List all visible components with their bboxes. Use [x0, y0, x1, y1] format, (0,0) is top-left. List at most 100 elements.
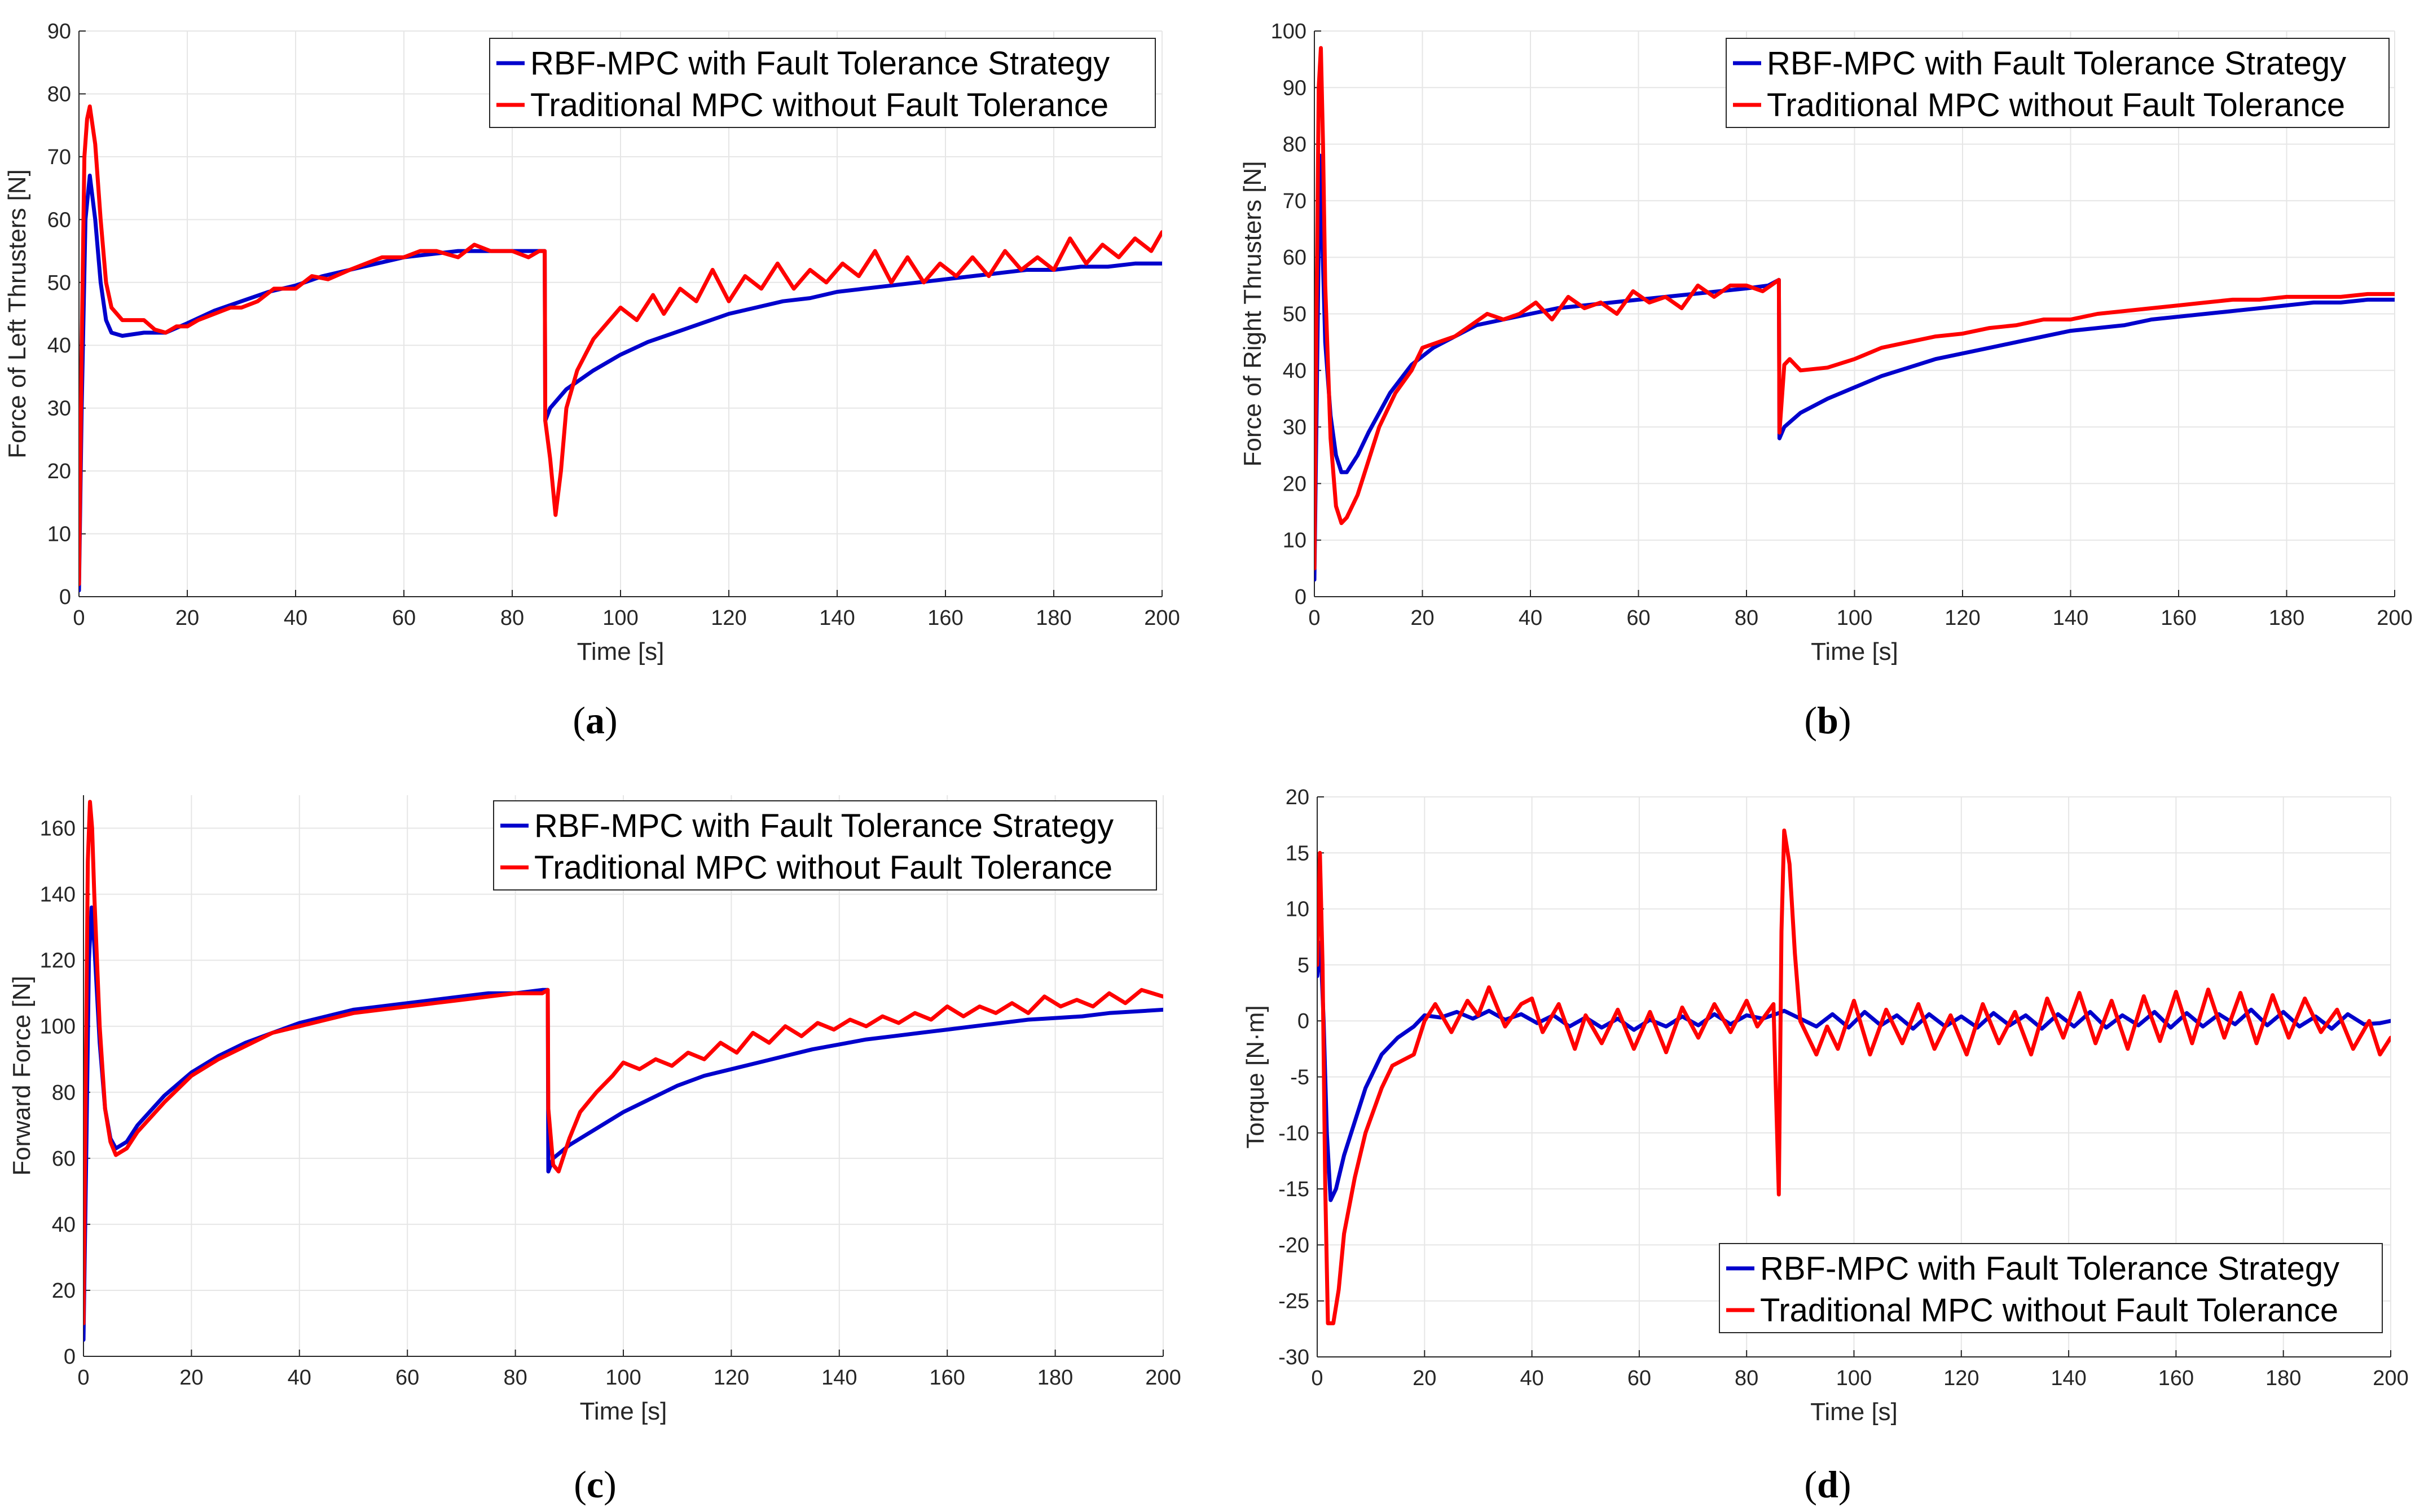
- x-tick-label: 80: [1735, 1366, 1758, 1390]
- y-axis-label: Force of Right Thrusters [N]: [1239, 161, 1266, 466]
- x-tick-label: 160: [929, 1366, 965, 1390]
- legend-label: RBF-MPC with Fault Tolerance Strategy: [530, 45, 1110, 82]
- x-tick-label: 40: [288, 1366, 311, 1390]
- x-tick-label: 140: [2051, 1366, 2086, 1390]
- x-tick-label: 40: [1520, 1366, 1543, 1390]
- y-tick-label: 20: [47, 460, 71, 483]
- x-tick-label: 120: [1945, 606, 1980, 630]
- legend: RBF-MPC with Fault Tolerance Strategy Tra…: [1726, 38, 2390, 128]
- x-tick-label: 100: [1836, 1366, 1872, 1390]
- y-tick-label: 20: [1286, 786, 1309, 809]
- legend-box: [493, 800, 1157, 891]
- x-tick-label: 0: [73, 606, 85, 630]
- x-tick-label: 200: [1145, 1366, 1181, 1390]
- y-tick-label: -25: [1278, 1290, 1309, 1313]
- series-group: [79, 104, 1162, 593]
- x-tick-label: 180: [1037, 1366, 1073, 1390]
- x-tick-label: 120: [711, 606, 746, 630]
- y-tick-label: 40: [47, 334, 71, 358]
- legend-label: Traditional MPC without Fault Tolerance: [534, 849, 1112, 886]
- panel-caption: (b): [1804, 699, 1851, 742]
- x-tick-label: 160: [2161, 606, 2196, 630]
- y-axis-label: Torque [N·m]: [1242, 1005, 1269, 1148]
- y-tick-label: 80: [52, 1081, 76, 1105]
- legend-label: RBF-MPC with Fault Tolerance Strategy: [1760, 1250, 2339, 1287]
- y-tick-label: -10: [1278, 1122, 1309, 1145]
- y-tick-label: 40: [52, 1213, 76, 1237]
- panel-caption: (c): [574, 1463, 617, 1506]
- legend-label: RBF-MPC with Fault Tolerance Strategy: [1767, 45, 2346, 82]
- y-tick-label: -30: [1278, 1346, 1309, 1369]
- x-tick-label: 20: [1410, 606, 1434, 630]
- x-tick-label: 100: [605, 1366, 641, 1390]
- x-tick-label: 140: [2053, 606, 2088, 630]
- y-tick-label: 10: [1283, 529, 1306, 553]
- x-tick-label: 60: [395, 1366, 419, 1390]
- x-tick-label: 180: [2265, 1366, 2301, 1390]
- y-tick-label: 70: [47, 146, 71, 169]
- y-tick-label: 50: [47, 271, 71, 295]
- y-tick-label: 70: [1283, 189, 1306, 213]
- y-tick-label: -5: [1290, 1066, 1309, 1090]
- y-tick-label: 40: [1283, 359, 1306, 383]
- y-tick-label: -20: [1278, 1233, 1309, 1257]
- x-tick-label: 40: [284, 606, 307, 630]
- x-tick-label: 180: [2269, 606, 2304, 630]
- legend-box: [1726, 38, 2390, 128]
- x-tick-label: 140: [819, 606, 855, 630]
- x-tick-label: 160: [2158, 1366, 2194, 1390]
- y-tick-label: 100: [1271, 20, 1306, 43]
- y-tick-label: 15: [1286, 841, 1309, 865]
- panel-d: 0 20 40 60 80 100 120 140 160 180 200-30-25-20-15-…: [1242, 786, 2409, 1506]
- legend-label: Traditional MPC without Fault Tolerance: [530, 87, 1108, 124]
- y-tick-label: 80: [47, 82, 71, 106]
- x-tick-label: 100: [602, 606, 638, 630]
- x-tick-label: 0: [1311, 1366, 1323, 1390]
- y-tick-label: 30: [47, 397, 71, 421]
- legend: RBF-MPC with Fault Tolerance Strategy Tra…: [493, 800, 1157, 891]
- panel-b: 0 20 40 60 80 100 120 140 160 180 200 0 10 20 30 40 50 60…: [1239, 20, 2413, 742]
- x-tick-label: 40: [1519, 606, 1542, 630]
- x-tick-label: 20: [179, 1366, 203, 1390]
- y-tick-label: 10: [47, 523, 71, 546]
- y-tick-label: 5: [1297, 954, 1309, 977]
- y-axis-label: Forward Force [N]: [8, 976, 36, 1176]
- series-group: [83, 800, 1163, 1342]
- legend-box: [1719, 1243, 2383, 1333]
- y-tick-label: 120: [40, 949, 76, 973]
- y-tick-label: 90: [47, 20, 71, 43]
- series-line-traditional-mpc: [1317, 828, 2391, 1325]
- y-tick-label: 0: [59, 585, 71, 609]
- legend-label: RBF-MPC with Fault Tolerance Strategy: [534, 808, 1114, 844]
- y-tick-label: 140: [40, 883, 76, 907]
- x-tick-label: 80: [1735, 606, 1758, 630]
- x-axis-label: Time [s]: [1810, 1398, 1898, 1426]
- y-tick-label: 0: [64, 1345, 76, 1369]
- legend-label: Traditional MPC without Fault Tolerance: [1760, 1292, 2338, 1329]
- y-tick-label: 30: [1283, 416, 1306, 439]
- series-line-traditional-mpc: [83, 800, 1163, 1325]
- series-group: [1317, 828, 2391, 1325]
- x-tick-label: 60: [1627, 1366, 1651, 1390]
- y-tick-label: -15: [1278, 1178, 1309, 1201]
- x-tick-label: 200: [2377, 606, 2412, 630]
- panel-caption: (a): [573, 699, 617, 742]
- y-tick-label: 20: [52, 1279, 76, 1303]
- x-tick-label: 0: [77, 1366, 89, 1390]
- y-tick-label: 60: [47, 208, 71, 232]
- y-tick-label: 160: [40, 817, 76, 841]
- legend: RBF-MPC with Fault Tolerance Strategy Tra…: [489, 38, 1156, 128]
- series-group: [1314, 46, 2395, 582]
- y-tick-label: 80: [1283, 133, 1306, 157]
- y-tick-label: 10: [1286, 898, 1309, 922]
- series-line-traditional-mpc: [79, 104, 1162, 587]
- x-tick-label: 200: [1144, 606, 1180, 630]
- legend-box: [489, 38, 1156, 128]
- x-tick-label: 20: [175, 606, 199, 630]
- x-axis-label: Time [s]: [580, 1398, 667, 1425]
- x-axis-label: Time [s]: [577, 638, 665, 665]
- x-axis-label: Time [s]: [1811, 638, 1898, 665]
- x-tick-label: 20: [1413, 1366, 1436, 1390]
- y-tick-label: 50: [1283, 303, 1306, 327]
- y-tick-label: 0: [1297, 1010, 1309, 1033]
